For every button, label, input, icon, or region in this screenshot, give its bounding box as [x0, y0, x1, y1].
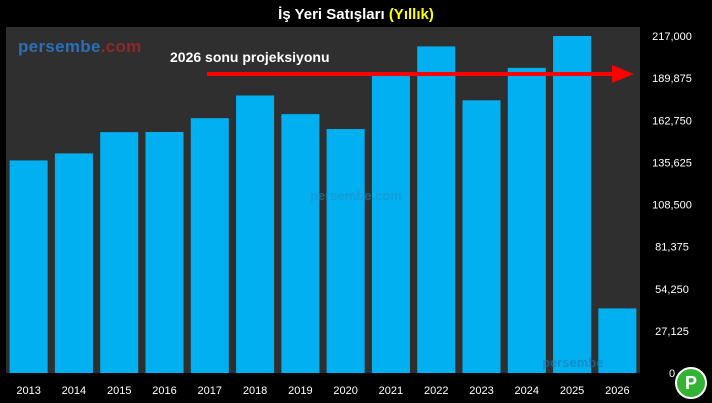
chart-title-accent: (Yıllık) — [388, 6, 434, 23]
logo-text-part2: .com — [100, 37, 142, 56]
chart-title: İş Yeri Satışları (Yıllık) — [0, 6, 712, 23]
y-tick-label: 27,125 — [655, 326, 689, 338]
y-tick-label: 54,250 — [655, 284, 689, 296]
x-tick-label: 2019 — [288, 385, 312, 397]
bar-2015 — [100, 132, 139, 373]
bar-2024 — [507, 67, 546, 374]
bar-2016 — [145, 131, 184, 373]
y-tick-label: 217,000 — [652, 31, 692, 43]
bar-2018 — [236, 95, 275, 373]
watermark-center: persembe.com — [310, 188, 402, 203]
bar-2022 — [417, 46, 456, 374]
y-tick-label: 0 — [669, 368, 675, 380]
bar-2014 — [54, 153, 93, 373]
x-tick-label: 2015 — [107, 385, 131, 397]
y-tick-label: 135,625 — [652, 157, 692, 169]
x-tick-label: 2023 — [469, 385, 493, 397]
projection-label: 2026 sonu projeksiyonu — [170, 49, 330, 65]
x-tick-label: 2016 — [152, 385, 176, 397]
bar-2023 — [462, 100, 501, 373]
x-tick-label: 2013 — [16, 385, 40, 397]
bar-2021 — [371, 74, 410, 374]
watermark-logo: persembe.com — [18, 37, 142, 57]
y-tick-label: 189,875 — [652, 73, 692, 85]
logo-text-part1: persembe — [18, 37, 101, 56]
bar-2026 — [598, 308, 637, 373]
projection-arrow-head — [612, 65, 634, 84]
bar-2017 — [190, 118, 229, 373]
y-tick-label: 108,500 — [652, 200, 692, 212]
x-tick-label: 2017 — [198, 385, 222, 397]
watermark-bottom: persembe — [542, 355, 604, 370]
p-logo-icon: P — [675, 367, 707, 399]
bar-2020 — [326, 129, 365, 373]
x-tick-label: 2022 — [424, 385, 448, 397]
bar-2025 — [553, 36, 592, 373]
y-tick-label: 162,750 — [652, 115, 692, 127]
bar-2019 — [281, 114, 320, 374]
x-tick-label: 2020 — [333, 385, 357, 397]
y-tick-label: 81,375 — [655, 242, 689, 254]
bar-2013 — [9, 160, 48, 373]
x-tick-label: 2014 — [62, 385, 86, 397]
chart-title-main: İş Yeri Satışları — [278, 6, 385, 23]
x-tick-label: 2021 — [379, 385, 403, 397]
x-tick-label: 2025 — [560, 385, 584, 397]
x-tick-label: 2024 — [515, 385, 539, 397]
x-tick-label: 2026 — [605, 385, 629, 397]
x-tick-label: 2018 — [243, 385, 267, 397]
